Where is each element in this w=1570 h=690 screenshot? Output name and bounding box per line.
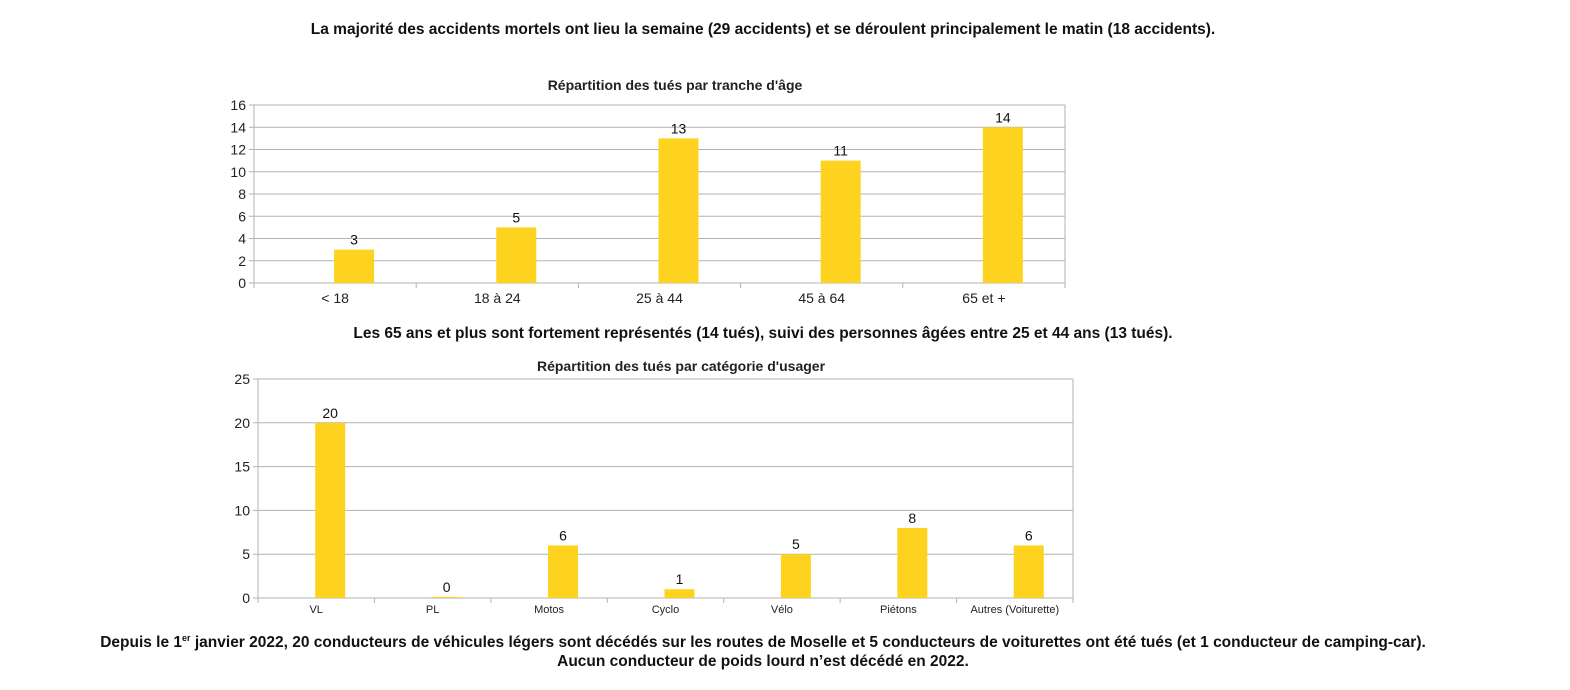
chart2-y-tick-label: 25 [234, 371, 250, 387]
chart1-y-tick-label: 8 [238, 186, 246, 202]
chart1-data-label: 13 [671, 120, 687, 136]
age-summary-text: Les 65 ans et plus sont fortement représ… [353, 325, 1173, 342]
chart1-data-label: 3 [350, 232, 358, 248]
footer-text-line1: Depuis le 1er janvier 2022, 20 conducteu… [0, 633, 1526, 652]
chart2-bar [548, 545, 579, 598]
chart2-data-label: 0 [443, 579, 451, 595]
chart2-data-label: 6 [559, 527, 567, 543]
chart1-bar [658, 138, 699, 283]
chart2-x-tick-label: Autres (Voiturette) [970, 604, 1059, 616]
chart1-x-tick-label: 18 à 24 [474, 290, 521, 306]
chart2-bar [315, 422, 346, 598]
chart2-y-tick-label: 0 [242, 590, 250, 606]
chart1-bar [820, 160, 861, 283]
chart2-title: Répartition des tués par catégorie d'usa… [537, 358, 826, 374]
chart2-x-tick-label: Vélo [771, 604, 793, 616]
chart1-y-tick-label: 4 [238, 231, 246, 247]
chart2-data-label: 5 [792, 536, 800, 552]
chart1-y-tick-label: 6 [238, 208, 246, 224]
chart2-x-tick-label: Piétons [880, 604, 917, 616]
chart1-x-tick-label: 45 à 64 [798, 290, 845, 306]
chart2-bar [780, 554, 811, 598]
footer-part1: Depuis le 1 [100, 634, 183, 651]
chart1-y-tick-label: 10 [230, 164, 246, 180]
chart2-x-tick-label: Motos [534, 604, 564, 616]
chart1-y-tick-label: 0 [238, 275, 246, 291]
chart1-x-tick-label: 65 et + [962, 290, 1005, 306]
footer-part2: janvier 2022, 20 conducteurs de véhicule… [190, 634, 1426, 651]
chart1-y-tick-label: 14 [230, 119, 246, 135]
chart1-title: Répartition des tués par tranche d'âge [548, 77, 803, 93]
chart1-x-tick-label: < 18 [321, 290, 349, 306]
chart2-bar [1013, 545, 1044, 598]
chart1-y-tick-label: 12 [230, 142, 246, 158]
chart1-bar [982, 127, 1023, 283]
chart2-x-tick-label: PL [426, 604, 439, 616]
chart1-bar [496, 227, 537, 283]
chart1-y-tick-label: 2 [238, 253, 246, 269]
chart1-data-label: 11 [833, 143, 848, 159]
chart2-data-label: 20 [322, 405, 338, 421]
chart1-y-tick-label: 16 [230, 97, 246, 113]
chart1-data-label: 14 [995, 109, 1011, 125]
chart2-bar [431, 597, 462, 598]
intro-text: La majorité des accidents mortels ont li… [310, 21, 1216, 38]
chart2-data-label: 1 [676, 571, 684, 587]
chart1-data-label: 5 [512, 209, 520, 225]
chart2-x-tick-label: Cyclo [652, 604, 680, 616]
chart2-data-label: 6 [1025, 527, 1033, 543]
chart2-y-tick-label: 10 [234, 502, 250, 518]
chart1-bar [334, 249, 375, 283]
footer-sup: er [182, 633, 191, 643]
chart2-bar [664, 589, 695, 598]
chart2-bar [897, 527, 928, 598]
footer-text-line2: Aucun conducteur de poids lourd n’est dé… [557, 653, 969, 670]
chart2-x-tick-label: VL [309, 604, 322, 616]
chart1-x-tick-label: 25 à 44 [636, 290, 683, 306]
chart2-data-label: 8 [908, 510, 916, 526]
chart2-y-tick-label: 15 [234, 459, 250, 475]
chart2-y-tick-label: 20 [234, 415, 250, 431]
chart2-y-tick-label: 5 [242, 546, 250, 562]
